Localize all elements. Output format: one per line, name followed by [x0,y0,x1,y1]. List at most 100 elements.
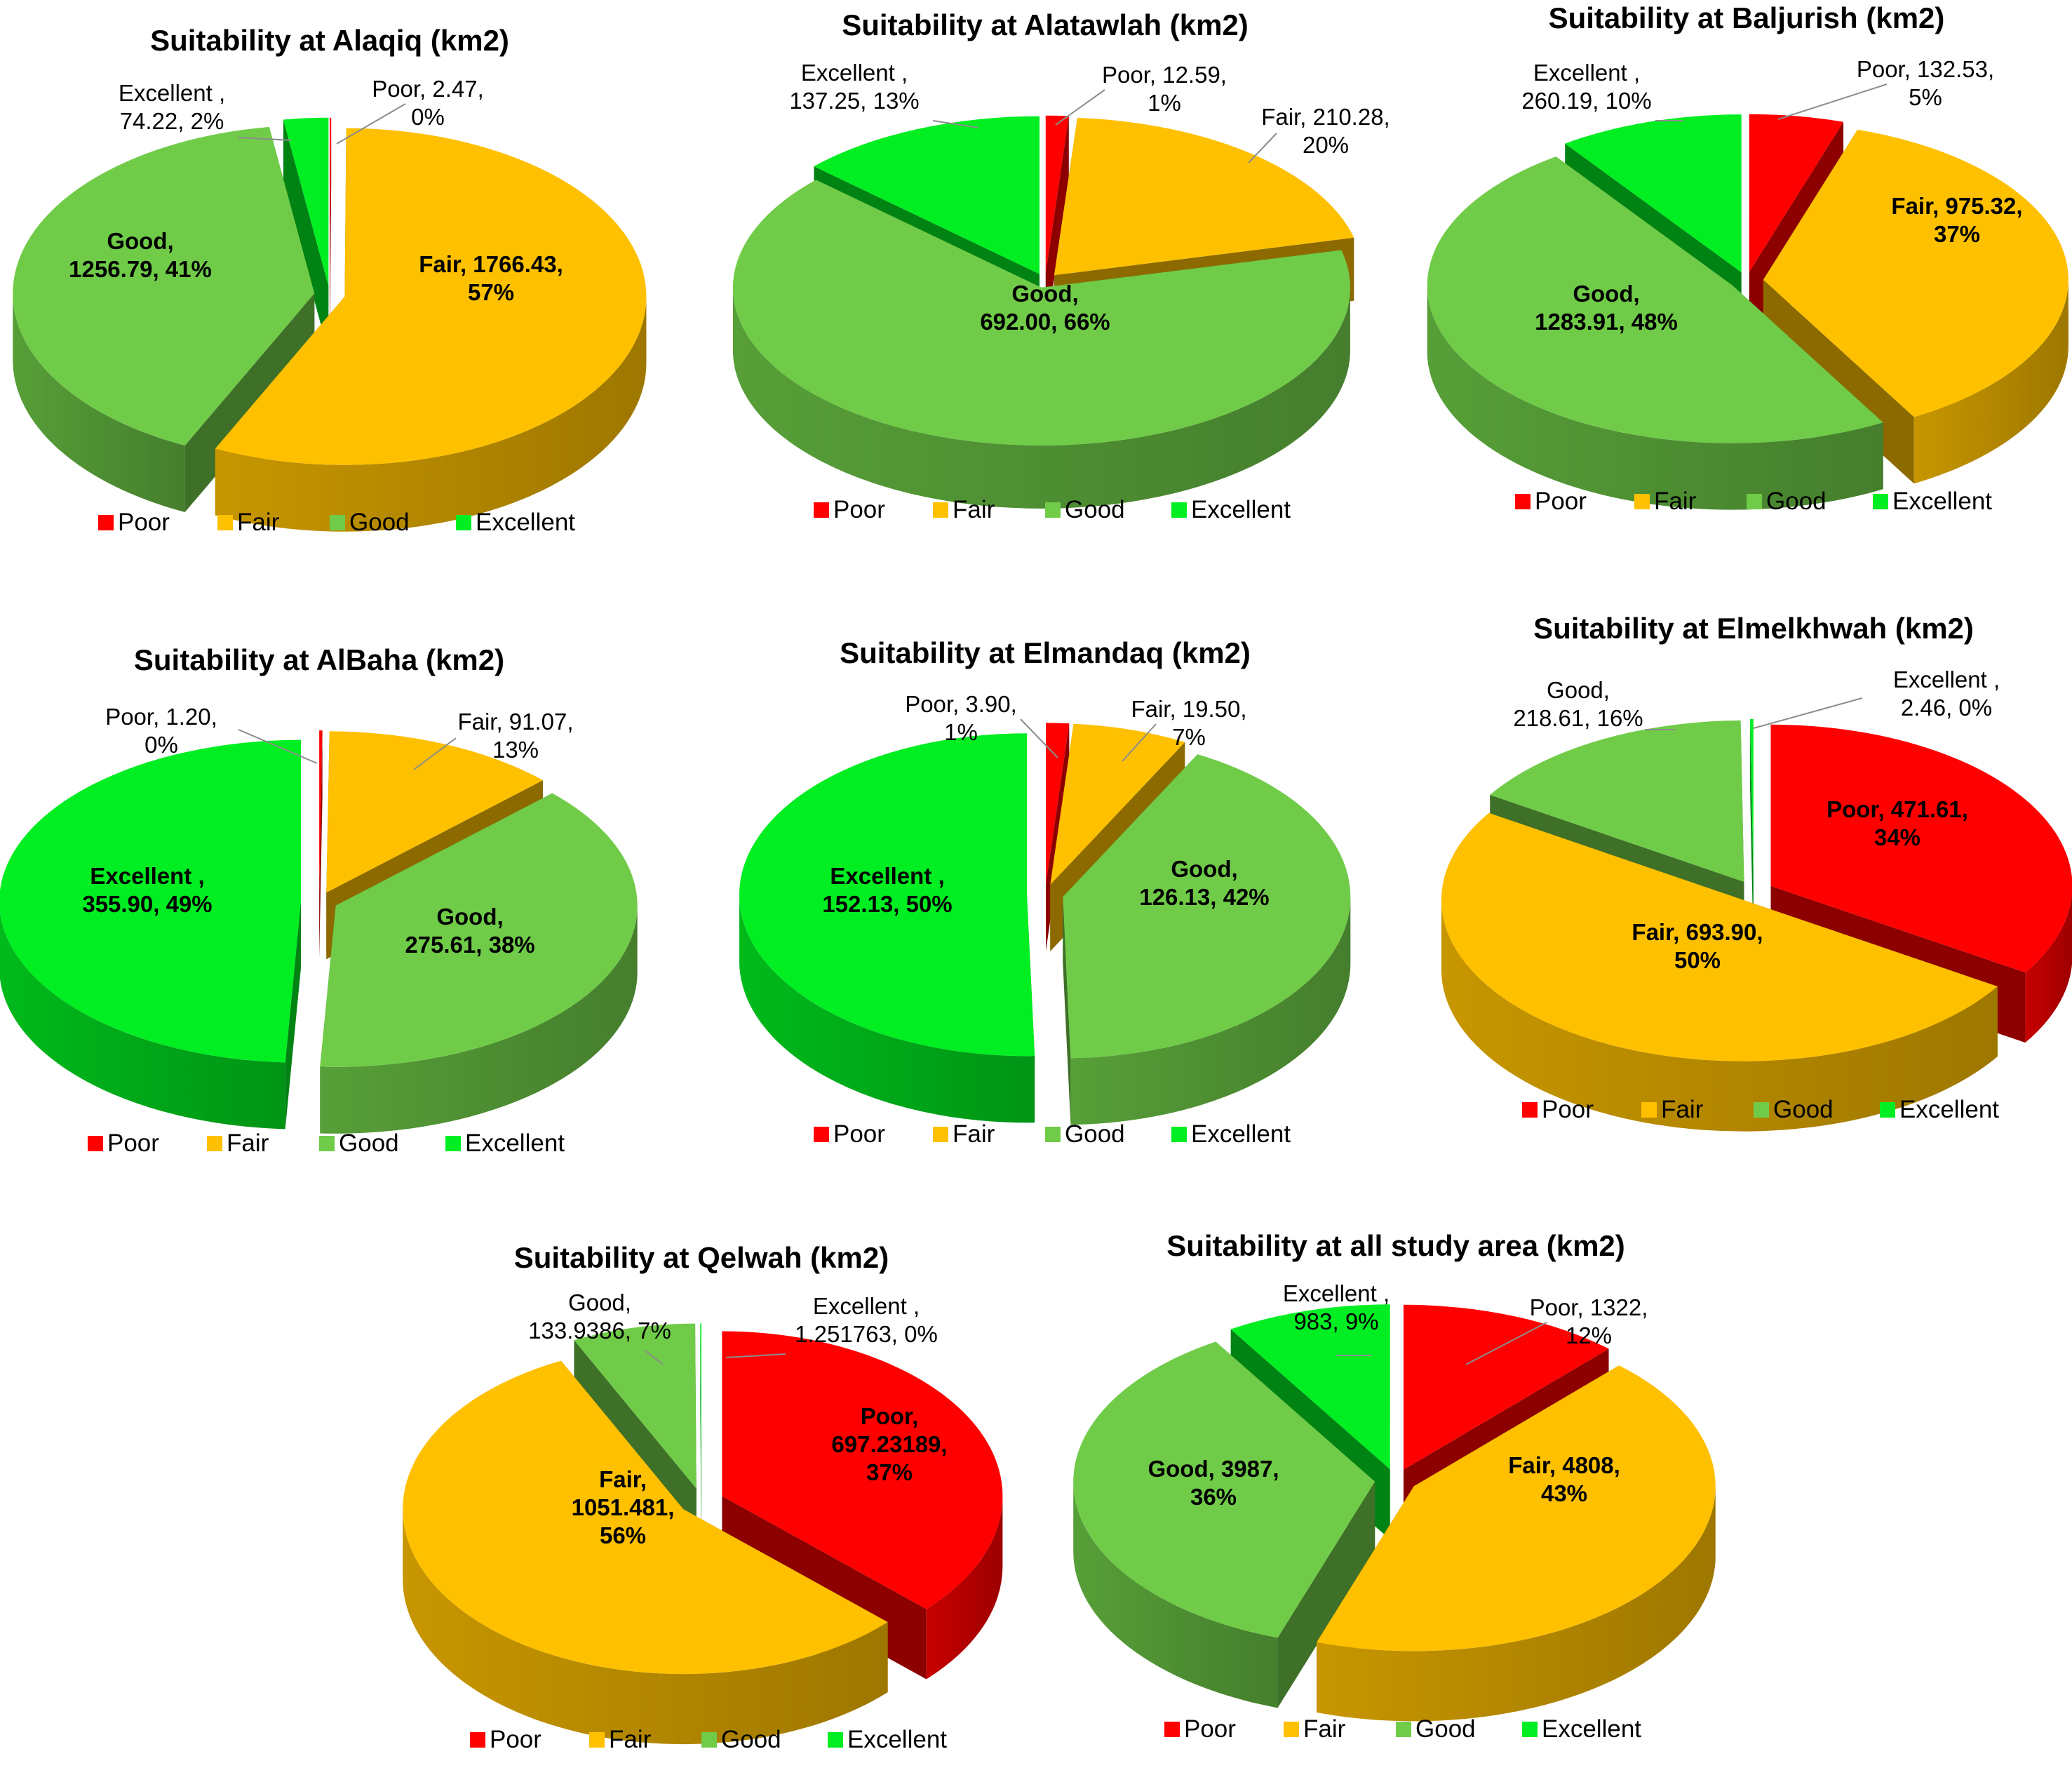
legend-label-excellent: Excellent [476,509,575,536]
data-label-text: 697.23189, [831,1431,947,1457]
slice-wall-poor [330,117,332,353]
legend-swatch-poor [470,1732,485,1748]
data-label-text: Excellent , [1533,60,1640,86]
slice-excellent [0,739,302,1063]
slice-rim-poor [926,1496,1003,1680]
slice-rim-good [1070,897,1351,1125]
slice-wall-poor [1045,116,1069,337]
legend-label-excellent: Excellent [847,1726,947,1753]
legend-swatch-fair [933,1127,948,1142]
slice-rim-fair [215,296,647,532]
data-label-text: Fair, 1766.43, [419,251,563,277]
legend-label-excellent: Excellent [1191,496,1291,523]
data-label-text: Fair, 4808, [1508,1452,1620,1478]
data-label-text: 12% [1566,1322,1612,1348]
data-label-text: 260.19, 10% [1521,88,1651,114]
data-label-text: Fair, 210.28, [1261,104,1390,130]
legend-label-fair: Fair [1654,488,1697,515]
legend-swatch-poor [98,515,114,530]
legend-label-fair: Fair [953,1120,995,1148]
data-label-excellent: Excellent ,152.13, 50% [822,863,952,917]
slice-rim-good [1427,285,1883,510]
slice-rim-good [1073,1481,1278,1708]
legend-label-poor: Poor [1535,488,1587,515]
data-label-text: 152.13, 50% [822,891,952,917]
data-label-fair: Fair, 4808,43% [1508,1452,1620,1506]
leader-line [1248,133,1277,163]
chart-title: Suitability at AlBaha (km2) [134,643,504,676]
data-label-text: Good, [1573,281,1639,307]
data-label-text: Fair, 693.90, [1632,919,1763,945]
data-label-text: 0% [144,732,178,758]
data-label-text: Good, [1547,677,1610,703]
legend: Poor Fair Good Excellent [1522,1096,1999,1123]
data-label-text: Excellent , [801,60,908,86]
legend-swatch-excellent [445,1136,461,1151]
data-label-text: Good, [568,1289,631,1315]
slice-rim-fair [1317,1486,1716,1722]
chart-title: Suitability at Elmelkhwah (km2) [1533,612,1974,645]
leader-line [1122,723,1157,762]
data-label-text: 34% [1874,824,1920,850]
data-label-poor: Poor, 12.59,1% [1055,62,1227,126]
legend-swatch-poor [88,1136,103,1151]
chart-title: Suitability at Alatawlah (km2) [842,8,1249,41]
leader-line [1055,89,1105,126]
legend-swatch-excellent [1522,1722,1538,1737]
leader-line [932,120,979,128]
slice-wall-good [1277,1481,1375,1708]
pie-chart-5: Suitability at Elmandaq (km2) Poor, 3.90,… [739,636,1351,1148]
legend-swatch-good [1396,1722,1411,1737]
leader-line [1753,697,1863,729]
slice-rim-good [320,905,638,1134]
data-label-text: 57% [468,279,514,305]
chart-title: Suitability at Baljurish (km2) [1549,1,1945,34]
slice-poor [722,1331,1003,1609]
slice-good [320,793,638,1067]
legend: Poor Fair Good Excellent [470,1726,947,1753]
data-label-fair: Fair, 693.90,50% [1632,919,1763,973]
slice-good [1073,1341,1375,1638]
data-label-text: 133.9386, 7% [528,1318,671,1344]
data-label-text: 7% [1172,724,1206,750]
data-label-text: Fair, [599,1466,647,1492]
slice-poor [1045,115,1069,274]
data-label-text: Excellent , [119,80,225,106]
slice-rim-fair [1913,279,2068,484]
data-label-good: Good,218.61, 16% [1513,677,1675,731]
data-label-text: 74.22, 2% [120,108,224,134]
legend-label-good: Good [339,1130,399,1157]
data-label-text: 43% [1541,1480,1587,1506]
slice-poor [319,730,323,892]
slice-rim-poor [2025,893,2072,1043]
chart-title: Suitability at Alaqiq (km2) [150,24,509,57]
data-label-text: Good, [1011,281,1078,307]
data-label-text: Excellent , [90,863,204,889]
slice-excellent [700,1323,701,1489]
data-label-text: 2.46, 0% [1901,695,1992,721]
slice-poor [1046,723,1070,885]
data-label-text: 1283.91, 48% [1535,309,1678,335]
legend-swatch-good [1747,494,1762,509]
data-label-text: 0% [411,104,445,130]
data-label-text: 36% [1190,1484,1237,1510]
legend-label-fair: Fair [609,1726,652,1753]
leader-line [1465,1322,1547,1365]
slice-good [1490,720,1744,882]
data-label-text: Good, [107,228,173,254]
data-label-text: 1256.79, 41% [69,256,212,282]
leader-line [645,1350,664,1365]
legend-swatch-excellent [1873,494,1888,509]
data-label-text: Poor, 1.20, [105,704,217,730]
legend-label-good: Good [1065,496,1125,523]
slice-fair [326,731,544,893]
data-label-excellent: Excellent ,260.19, 10% [1521,60,1683,121]
slice-wall-excellent [700,1323,701,1559]
slice-fair [1317,1365,1716,1651]
slice-excellent [1565,114,1742,273]
data-label-text: Poor, 3.90, [905,691,1017,717]
legend-swatch-excellent [1171,502,1187,518]
legend-swatch-poor [1522,1102,1538,1118]
slice-fair [403,1360,888,1675]
